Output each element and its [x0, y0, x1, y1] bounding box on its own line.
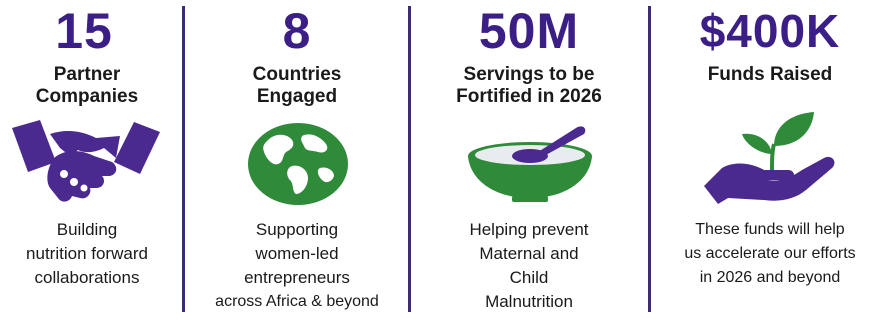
- stat-label-line: Fortified in 2026: [456, 86, 602, 107]
- stat-description: Supporting women-led entrepreneurs acros…: [186, 218, 408, 314]
- panel-partner-companies: 15 Partner Companies: [0, 0, 178, 326]
- stat-value: $400K: [699, 5, 841, 57]
- description-line: These funds will help: [695, 221, 845, 238]
- panel-divider: [408, 6, 411, 312]
- stat-description: These funds will help us accelerate our …: [652, 218, 888, 290]
- description-line: Helping prevent: [469, 220, 589, 239]
- hand-with-sprout-icon: [702, 108, 838, 209]
- stat-label: Countries Engaged: [186, 64, 408, 108]
- panel-funds-raised: $400K Funds Raised These funds will help…: [652, 0, 888, 326]
- bowl-icon: [464, 122, 596, 209]
- panel-servings-fortified: 50M Servings to be Fortified in 2026 Hel…: [412, 0, 646, 326]
- stat-value: 8: [282, 3, 312, 59]
- stat-label-line: Partner: [53, 64, 121, 85]
- description-line: Building: [56, 220, 118, 239]
- description-line: us accelerate our efforts: [684, 245, 856, 262]
- stat-label: Funds Raised: [652, 64, 888, 86]
- description-line: Maternal and: [479, 244, 579, 263]
- description-line: Child: [509, 268, 549, 287]
- panel-divider: [182, 6, 185, 312]
- stat-label-line: Engaged: [256, 86, 338, 107]
- description-line: in 2026 and beyond: [699, 269, 841, 286]
- description-line: collaborations: [34, 268, 140, 287]
- panel-countries-engaged: 8 Countries Engaged Supporting women-led…: [186, 0, 408, 326]
- stat-description: Building nutrition forward collaboration…: [0, 218, 178, 290]
- description-line: across Africa & beyond: [215, 293, 379, 310]
- description-line: entrepreneurs: [244, 268, 350, 287]
- stat-label-line: Companies: [35, 86, 139, 107]
- description-line: women-led: [255, 244, 339, 263]
- globe-icon: [246, 122, 350, 211]
- stat-description: Helping prevent Maternal and Child Malnu…: [412, 218, 646, 314]
- stat-value: 50M: [478, 3, 580, 59]
- panel-divider: [648, 6, 651, 312]
- stat-label: Partner Companies: [0, 64, 178, 108]
- description-line: nutrition forward: [26, 244, 148, 263]
- stat-label: Servings to be Fortified in 2026: [412, 64, 646, 108]
- description-line: Malnutrition: [485, 292, 573, 311]
- stat-label-line: Funds Raised: [707, 64, 833, 85]
- stat-label-line: Servings to be: [463, 64, 595, 85]
- handshake-icon: [10, 118, 162, 209]
- description-line: Supporting: [255, 220, 339, 239]
- stat-value: 15: [55, 3, 113, 59]
- stat-label-line: Countries: [252, 64, 342, 85]
